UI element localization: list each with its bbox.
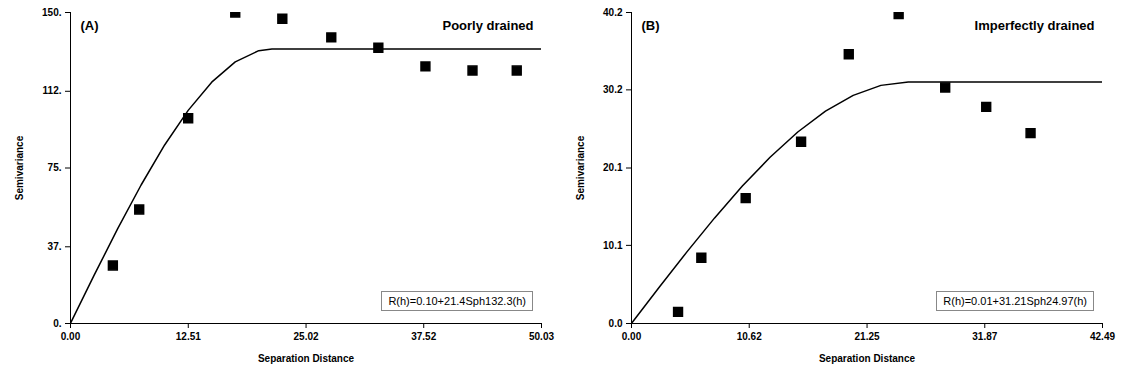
svg-text:21.25: 21.25 bbox=[855, 331, 880, 342]
svg-text:31.87: 31.87 bbox=[972, 331, 997, 342]
svg-text:75.: 75. bbox=[48, 162, 62, 173]
svg-text:12.51: 12.51 bbox=[176, 331, 201, 342]
svg-text:Separation Distance: Separation Distance bbox=[258, 353, 355, 364]
svg-text:Semivariance: Semivariance bbox=[575, 135, 586, 200]
svg-text:0.00: 0.00 bbox=[622, 331, 642, 342]
svg-text:0.0: 0.0 bbox=[609, 318, 623, 329]
svg-text:10.62: 10.62 bbox=[737, 331, 762, 342]
svg-text:Imperfectly drained: Imperfectly drained bbox=[975, 18, 1095, 33]
svg-text:37.: 37. bbox=[48, 241, 62, 252]
svg-text:25.02: 25.02 bbox=[294, 331, 319, 342]
svg-text:30.2: 30.2 bbox=[603, 84, 623, 95]
svg-text:20.1: 20.1 bbox=[603, 162, 623, 173]
svg-text:(A): (A) bbox=[81, 18, 99, 33]
svg-text:10.1: 10.1 bbox=[603, 240, 623, 251]
svg-text:Poorly drained: Poorly drained bbox=[442, 18, 533, 33]
svg-text:Separation Distance: Separation Distance bbox=[819, 353, 916, 364]
svg-text:40.2: 40.2 bbox=[603, 7, 623, 18]
svg-text:37.52: 37.52 bbox=[411, 331, 436, 342]
svg-text:0.00: 0.00 bbox=[61, 331, 81, 342]
svg-text:0.: 0. bbox=[53, 318, 62, 329]
html-text:R(h)=0.10+21.4Sph132.3(h): R(h)=0.10+21.4Sph132.3(h) bbox=[388, 295, 526, 307]
html-text:R(h)=0.01+31.21Sph24.97(h): R(h)=0.01+31.21Sph24.97(h) bbox=[943, 295, 1087, 307]
svg-text:112.: 112. bbox=[43, 85, 62, 96]
svg-text:50.03: 50.03 bbox=[529, 331, 554, 342]
svg-text:150.: 150. bbox=[42, 7, 62, 18]
svg-text:Semivariance: Semivariance bbox=[14, 135, 25, 200]
svg-text:(B): (B) bbox=[642, 18, 660, 33]
svg-text:42.49: 42.49 bbox=[1090, 331, 1115, 342]
